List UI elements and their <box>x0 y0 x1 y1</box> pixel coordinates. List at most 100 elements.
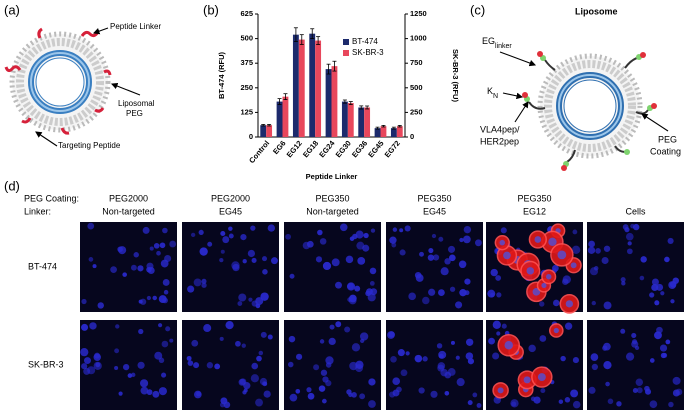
nucleus <box>140 379 149 388</box>
error-bar <box>391 126 396 130</box>
error-bar <box>381 124 386 128</box>
nucleus <box>258 350 264 356</box>
column-header: PEG2000 <box>211 193 250 203</box>
nucleus <box>247 249 256 258</box>
bar <box>292 34 299 137</box>
nucleus <box>262 269 268 275</box>
micrograph <box>182 222 279 312</box>
nucleus <box>169 338 174 343</box>
nucleus <box>162 227 168 234</box>
nucleus <box>616 401 622 407</box>
nucleus <box>675 388 683 396</box>
nucleus <box>636 387 643 394</box>
bar <box>364 107 371 137</box>
nucleus <box>287 361 294 368</box>
nucleus <box>137 361 145 369</box>
nucleus <box>161 372 167 378</box>
nucleus <box>158 323 163 328</box>
micrograph <box>486 320 583 410</box>
nucleus <box>306 387 312 393</box>
nucleus <box>159 242 166 249</box>
x-tick-label: EG45 <box>366 139 385 159</box>
nucleus <box>356 241 365 250</box>
nucleus <box>672 376 681 385</box>
nucleus <box>455 355 460 360</box>
annotation: Targeting Peptide <box>58 141 121 150</box>
nucleus <box>654 300 660 306</box>
nucleus <box>438 289 445 296</box>
error-bar <box>326 63 331 75</box>
nucleus <box>81 363 88 370</box>
arrow <box>110 82 141 96</box>
nucleus <box>322 398 327 404</box>
micrograph <box>284 320 381 410</box>
nucleus <box>631 340 639 348</box>
nucleus <box>320 369 328 376</box>
column-header: PEG2000 <box>109 193 148 203</box>
nucleus <box>131 372 136 377</box>
nucleus <box>664 256 670 263</box>
liposome-diagram-c <box>522 51 657 171</box>
y-tick-label: 125 <box>240 107 253 116</box>
column-header: PEG350 <box>315 193 349 203</box>
row-header: Linker: <box>24 206 51 216</box>
nucleus <box>93 353 101 361</box>
nucleus <box>198 229 204 236</box>
nucleus <box>570 262 577 269</box>
nucleus <box>88 257 94 262</box>
nucleus <box>156 250 161 256</box>
nucleus <box>487 289 496 298</box>
nucleus <box>464 290 470 296</box>
legend-label: SK-BR-3 <box>352 48 384 57</box>
nucleus <box>548 237 557 247</box>
nucleus <box>351 343 361 352</box>
bar <box>276 101 283 137</box>
x-tick-label: EG72 <box>383 139 402 159</box>
nucleus <box>241 343 246 348</box>
y2-tick-label: 250 <box>410 107 423 116</box>
nucleus <box>415 274 424 282</box>
nucleus <box>295 353 303 360</box>
nucleus <box>523 376 531 384</box>
arrow <box>641 113 669 132</box>
nucleus <box>552 264 559 272</box>
panel-label: (b) <box>203 2 219 17</box>
nucleus <box>408 292 416 301</box>
nucleus <box>130 264 137 271</box>
y-tick-label: 625 <box>240 9 253 18</box>
arrow <box>499 51 537 67</box>
nucleus <box>285 233 291 240</box>
nucleus <box>662 352 668 358</box>
nucleus <box>207 241 213 247</box>
nucleus <box>659 344 668 352</box>
nucleus <box>222 236 230 244</box>
nucleus <box>153 243 160 249</box>
nucleus <box>190 232 196 238</box>
micrograph <box>80 320 177 410</box>
nucleus <box>260 292 269 301</box>
nucleus <box>263 381 268 386</box>
arrow <box>35 131 58 147</box>
nucleus <box>605 381 610 387</box>
nucleus <box>267 224 276 232</box>
nucleus <box>534 236 542 243</box>
nucleus <box>399 228 404 233</box>
annotation: PEG <box>658 134 677 144</box>
nucleus <box>456 378 465 387</box>
nucleus <box>369 267 377 275</box>
nucleus <box>164 254 172 263</box>
nucleus <box>589 267 599 276</box>
nucleus <box>564 397 571 403</box>
nucleus <box>329 324 335 330</box>
nucleus <box>231 261 240 270</box>
error-bar <box>293 27 298 42</box>
legend-swatch <box>343 39 349 45</box>
nucleus <box>146 389 153 396</box>
nucleus <box>448 254 456 262</box>
nucleus <box>467 400 473 406</box>
bar <box>374 128 381 137</box>
nucleus <box>325 356 334 365</box>
nucleus <box>630 223 635 229</box>
bar <box>260 125 267 137</box>
nucleus <box>251 362 259 370</box>
